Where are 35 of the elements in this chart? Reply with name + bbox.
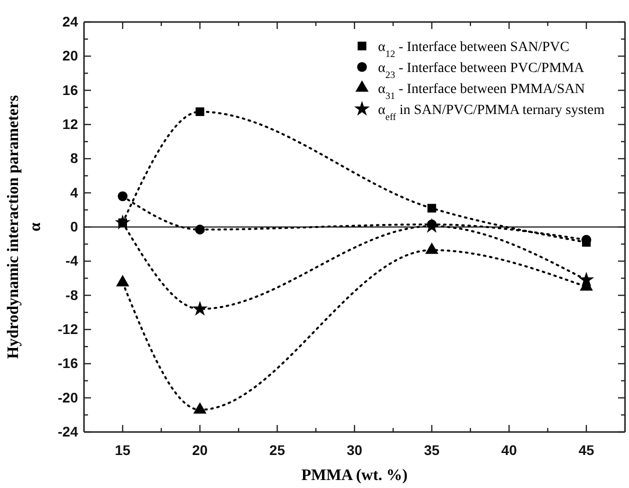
x-tick-label: 15 [114, 442, 131, 458]
x-tick-label: 40 [501, 442, 518, 458]
y-tick-label: 24 [62, 13, 78, 30]
point [582, 238, 591, 247]
x-tick-label: 45 [578, 442, 594, 458]
x-tick-label: 35 [424, 442, 440, 458]
y-tick-label: 0 [70, 218, 78, 234]
y-tick-label: 4 [70, 184, 78, 200]
legend-label: α$_{eff}$ in SAN/PVC/PMMA ternary system [378, 103, 605, 122]
point [195, 224, 205, 234]
y-tick-label: -20 [58, 389, 78, 406]
point [116, 274, 130, 286]
legend-label: α$_{12}$ - Interface between SAN/PVC [378, 40, 570, 60]
y-tick-label: 20 [62, 48, 78, 64]
x-tick-label: 20 [192, 442, 208, 458]
y-tick-label: 12 [62, 116, 78, 132]
legend-label: α$_{23}$ - Interface between PVC/PMMA [378, 61, 585, 80]
y-tick-label: -4 [66, 252, 78, 269]
point [192, 300, 208, 316]
point [118, 191, 128, 202]
x-tick-label: 25 [269, 442, 286, 458]
y-tick-label: -8 [66, 286, 78, 303]
y-tick-label: -24 [58, 423, 78, 440]
x-axis-title: PMMA (wt. %) [301, 467, 408, 484]
y-tick-label: 16 [62, 82, 78, 98]
y-tick-label: -12 [58, 320, 78, 337]
point [196, 107, 204, 116]
x-tick-label: 30 [346, 442, 362, 458]
legend-label: α$_{31}$ - Interface between PMMA/SAN [378, 82, 585, 102]
y-tick-label: -16 [58, 355, 78, 372]
point [427, 204, 436, 213]
point [193, 402, 207, 414]
point [425, 242, 438, 254]
y-tick-label: 8 [70, 150, 78, 166]
y-axis-title: Hydrodynamic interaction parameters α [5, 95, 44, 359]
